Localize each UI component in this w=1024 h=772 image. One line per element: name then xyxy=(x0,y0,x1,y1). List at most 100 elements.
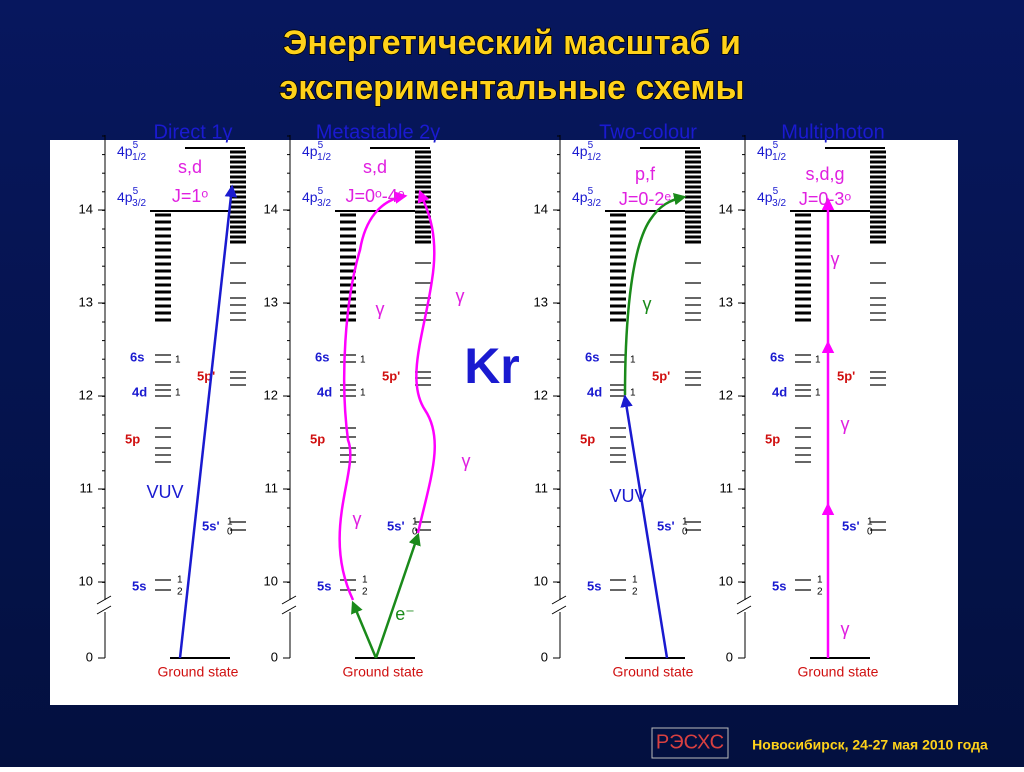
level-base: 4p xyxy=(572,143,588,159)
j-label: 0 xyxy=(867,527,873,538)
j-label: 1 xyxy=(360,355,366,366)
level-label: 4d xyxy=(132,384,147,399)
transition-label: γ xyxy=(841,414,850,434)
axis-break xyxy=(736,595,752,615)
tick-label: 0 xyxy=(86,649,93,664)
level-label: 5s xyxy=(317,578,331,593)
j-label: 1 xyxy=(177,575,183,586)
j-label: 1 xyxy=(815,388,821,399)
level-sub: 1/2 xyxy=(317,152,331,163)
level-label: 5p xyxy=(765,431,780,446)
level-label: 5p xyxy=(125,431,140,446)
axis-break xyxy=(281,595,297,615)
level-sub: 3/2 xyxy=(132,198,146,209)
level-sup: 5 xyxy=(318,186,324,197)
j-label: 1 xyxy=(867,517,873,528)
slide-title: Энергетический масштаб и xyxy=(283,24,741,62)
transition xyxy=(351,600,378,659)
transition-label: γ xyxy=(831,249,840,269)
level-base: 4p xyxy=(117,189,133,205)
transition-label: J=0-2ᵉ xyxy=(619,189,672,209)
level-sub: 1/2 xyxy=(772,152,786,163)
slide-title: экспериментальные схемы xyxy=(279,69,744,107)
logo-box xyxy=(651,727,729,759)
panel-title: Direct 1γ xyxy=(154,121,233,143)
level-base: 4p xyxy=(757,189,773,205)
level-sup: 5 xyxy=(588,140,594,151)
transition-label: s,d xyxy=(178,157,202,177)
j-label: 1 xyxy=(175,388,181,399)
level-sup: 5 xyxy=(133,140,139,151)
level-label: 4p5 1/2 xyxy=(117,140,146,163)
level-base: 4p xyxy=(757,143,773,159)
level-label: 5p xyxy=(310,431,325,446)
transition-label: γ xyxy=(841,619,850,639)
tick-label: 14 xyxy=(79,201,93,216)
tick-label: 0 xyxy=(541,649,548,664)
transition xyxy=(415,189,436,534)
level-label: 4p5 3/2 xyxy=(302,186,331,209)
j-label: 2 xyxy=(632,587,638,598)
j-label: 1 xyxy=(175,355,181,366)
transition-label: p,f xyxy=(635,164,656,184)
j-label: 0 xyxy=(412,527,418,538)
level-label: 5p' xyxy=(837,368,855,383)
transition-label: γ xyxy=(462,451,471,471)
level-base: 4p xyxy=(302,189,318,205)
transition-label: γ xyxy=(456,286,465,306)
tick-label: 10 xyxy=(264,573,278,588)
level-sup: 5 xyxy=(318,140,324,151)
tick-label: 11 xyxy=(720,480,734,495)
transition-label: γ xyxy=(643,294,652,314)
j-label: 1 xyxy=(630,355,636,366)
tick-label: 10 xyxy=(719,573,733,588)
level-sub: 3/2 xyxy=(772,198,786,209)
level-sub: 3/2 xyxy=(587,198,601,209)
level-sup: 5 xyxy=(773,140,779,151)
transition xyxy=(374,532,421,659)
tick-label: 11 xyxy=(535,480,549,495)
tick-label: 10 xyxy=(534,573,548,588)
tick-label: 12 xyxy=(264,387,278,402)
ground-label: Ground state xyxy=(798,664,879,680)
j-label: 0 xyxy=(682,527,688,538)
footer: Новосибирск, 24-27 мая 2010 года xyxy=(752,737,988,753)
tick-label: 12 xyxy=(79,387,93,402)
level-sup: 5 xyxy=(588,186,594,197)
tick-label: 12 xyxy=(534,387,548,402)
level-label: 5p' xyxy=(652,368,670,383)
tick-label: 10 xyxy=(79,573,93,588)
tick-label: 13 xyxy=(534,294,548,309)
j-label: 1 xyxy=(412,517,418,528)
level-label: 6s xyxy=(315,349,329,364)
level-label: 4p5 3/2 xyxy=(757,186,786,209)
level-label: 5s xyxy=(772,578,786,593)
transition xyxy=(178,184,238,659)
level-base: 4p xyxy=(117,143,133,159)
transition xyxy=(338,191,408,601)
logo: РЭСХС xyxy=(656,731,724,753)
tick-label: 14 xyxy=(264,201,278,216)
level-label: 5p xyxy=(580,431,595,446)
tick-label: 0 xyxy=(271,649,278,664)
ground-label: Ground state xyxy=(343,664,424,680)
level-label: 4p5 3/2 xyxy=(572,186,601,209)
level-sub: 1/2 xyxy=(587,152,601,163)
level-label: 4p5 1/2 xyxy=(302,140,331,163)
ground-label: Ground state xyxy=(158,664,239,680)
level-label: 5s' xyxy=(842,518,860,533)
transition-label: VUV xyxy=(146,482,183,502)
level-sup: 5 xyxy=(773,186,779,197)
j-label: 1 xyxy=(682,517,688,528)
j-label: 1 xyxy=(630,388,636,399)
transition-label: γ xyxy=(353,509,362,529)
level-base: 4p xyxy=(572,189,588,205)
j-label: 1 xyxy=(632,575,638,586)
level-sub: 3/2 xyxy=(317,198,331,209)
level-label: 4p5 1/2 xyxy=(757,140,786,163)
level-label: 5s' xyxy=(202,518,220,533)
level-label: 5s' xyxy=(657,518,675,533)
transition xyxy=(620,394,669,659)
